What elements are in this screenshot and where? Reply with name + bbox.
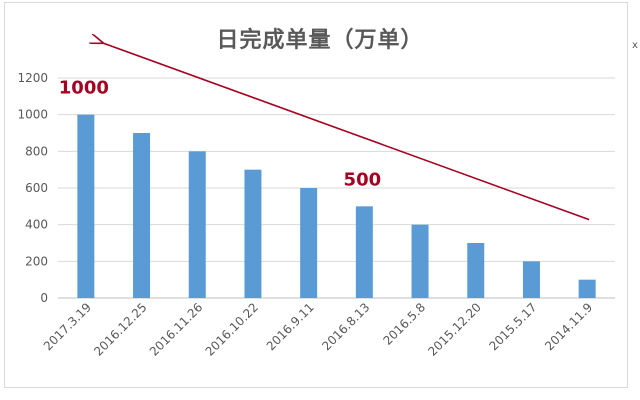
y-tick-label: 800 [25,144,48,158]
y-tick-label: 400 [25,218,48,232]
bar [355,206,373,298]
annotations: 1000 500 [59,43,590,221]
x-tick-label: 2017.3.19 [41,300,94,353]
y-tick-label: 200 [25,254,48,268]
trend-arrow [103,43,590,221]
x-tick-label: 2015.5.17 [486,300,539,353]
x-tick-label: 2016.10.22 [203,300,261,358]
bar [133,133,151,298]
x-tick-label: 2016.9.11 [264,300,317,353]
y-tick-label: 1000 [17,108,48,122]
y-tick-label: 1200 [17,71,48,85]
x-tick-label: 2015.12.20 [425,300,483,358]
bars [77,114,596,299]
bar [188,151,206,298]
bar [300,188,318,298]
x-tick-label: 2016.11.26 [147,300,205,358]
bar [411,224,429,298]
y-tick-label: 600 [25,181,48,195]
x-tick-label: 2016.12.25 [91,300,149,358]
x-tick-label: 2016.5.8 [380,300,428,348]
edge-glyph: x [632,40,638,51]
bar [578,279,596,298]
chart-title: 日完成单量（万单） [216,28,424,53]
y-tick-label: 0 [40,291,48,305]
gridlines [58,77,615,299]
bar [77,114,95,299]
value-callout: 1000 [59,78,109,99]
bar [522,261,540,298]
value-callout: 500 [344,169,382,190]
x-tick-label: 2016.8.13 [319,300,372,353]
y-axis-ticks: 0 200 400 600 800 1000 1200 [17,71,48,305]
bar [467,243,485,298]
bar [244,169,262,298]
x-tick-label: 2014.11.9 [542,300,595,353]
